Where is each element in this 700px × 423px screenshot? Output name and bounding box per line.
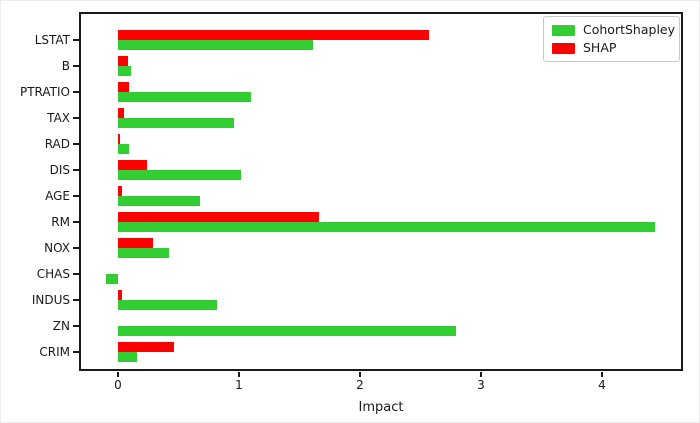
x-tick-label-4: 4 xyxy=(598,378,606,392)
legend-entry-shap: SHAP xyxy=(552,41,671,55)
bar-SHAP-AGE xyxy=(118,185,122,196)
y-axis-label-CHAS: CHAS xyxy=(36,266,70,281)
plot-area xyxy=(79,12,683,371)
y-axis-label-TAX: TAX xyxy=(47,110,70,125)
bar-SHAP-LSTAT xyxy=(118,29,429,40)
bar-CohortShapley-INDUS xyxy=(118,300,218,310)
y-axis-label-INDUS: INDUS xyxy=(31,292,70,307)
y-tick-CHAS xyxy=(73,272,79,275)
bar-CohortShapley-NOX xyxy=(118,248,169,258)
legend: CohortShapley SHAP xyxy=(543,16,680,62)
y-axis-label-DIS: DIS xyxy=(49,162,70,177)
legend-label-cohortshapley: CohortShapley xyxy=(583,22,675,37)
bar-CohortShapley-RAD xyxy=(118,144,129,154)
y-tick-LSTAT xyxy=(73,38,79,41)
y-tick-TAX xyxy=(73,116,79,119)
bar-SHAP-INDUS xyxy=(118,289,122,300)
y-tick-ZN xyxy=(73,324,79,327)
x-axis-title: Impact xyxy=(358,400,404,415)
bar-CohortShapley-LSTAT xyxy=(118,40,313,50)
bar-SHAP-B xyxy=(118,55,128,66)
y-axis-label-ZN: ZN xyxy=(52,318,70,333)
y-tick-AGE xyxy=(73,194,79,197)
x-tick-label-1: 1 xyxy=(235,378,243,392)
y-axis-label-PTRATIO: PTRATIO xyxy=(19,84,70,99)
y-axis-label-RM: RM xyxy=(51,214,70,229)
bar-CohortShapley-ZN xyxy=(118,326,456,336)
x-tick-1 xyxy=(238,372,240,377)
x-tick-label-3: 3 xyxy=(477,378,485,392)
y-axis-label-LSTAT: LSTAT xyxy=(34,32,70,47)
legend-swatch-green xyxy=(552,24,575,36)
bar-SHAP-DIS xyxy=(118,159,147,170)
y-axis-label-RAD: RAD xyxy=(44,136,70,151)
x-tick-label-0: 0 xyxy=(114,378,122,392)
x-tick-2 xyxy=(359,372,361,377)
bar-CohortShapley-DIS xyxy=(118,170,242,180)
x-tick-4 xyxy=(601,372,603,377)
bar-SHAP-PTRATIO xyxy=(118,81,129,92)
y-tick-INDUS xyxy=(73,298,79,301)
legend-entry-cohortshapley: CohortShapley xyxy=(552,23,675,37)
bar-SHAP-NOX xyxy=(118,237,154,248)
legend-label-shap: SHAP xyxy=(583,40,617,55)
y-tick-B xyxy=(73,64,79,67)
bar-CohortShapley-AGE xyxy=(118,196,201,206)
y-tick-PTRATIO xyxy=(73,90,79,93)
x-tick-3 xyxy=(480,372,482,377)
x-tick-0 xyxy=(117,372,119,377)
y-tick-NOX xyxy=(73,246,79,249)
bar-CohortShapley-PTRATIO xyxy=(118,92,252,102)
y-axis-label-CRIM: CRIM xyxy=(39,344,70,359)
y-tick-CRIM xyxy=(73,350,79,353)
bar-CohortShapley-B xyxy=(118,66,132,76)
y-axis-label-AGE: AGE xyxy=(45,188,70,203)
bar-CohortShapley-RM xyxy=(118,222,656,232)
y-axis-label-NOX: NOX xyxy=(44,240,70,255)
y-tick-RAD xyxy=(73,142,79,145)
x-tick-label-2: 2 xyxy=(356,378,364,392)
bar-CohortShapley-CRIM xyxy=(118,352,138,362)
y-tick-RM xyxy=(73,220,79,223)
bar-CohortShapley-TAX xyxy=(118,118,235,128)
y-tick-DIS xyxy=(73,168,79,171)
bar-SHAP-TAX xyxy=(118,107,125,118)
bar-SHAP-RM xyxy=(118,211,319,222)
bar-CohortShapley-CHAS xyxy=(105,274,118,284)
bar-SHAP-CRIM xyxy=(118,341,174,352)
bar-SHAP-RAD xyxy=(118,133,121,144)
y-axis-label-B: B xyxy=(61,58,70,73)
legend-swatch-red xyxy=(552,42,575,54)
